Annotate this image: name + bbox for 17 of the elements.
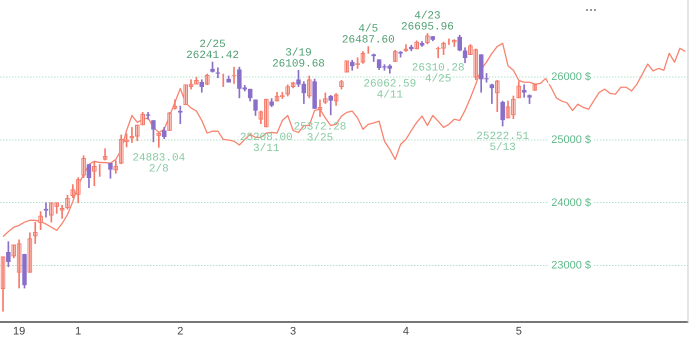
annotation: 2/25 26241.42 bbox=[186, 39, 239, 62]
y-tick-label: 26000 $ bbox=[551, 71, 591, 84]
annotation: 25222.51 5/13 bbox=[476, 131, 530, 154]
x-tick-label: 3 bbox=[290, 326, 296, 338]
x-tick-label: 19 bbox=[12, 326, 26, 338]
x-tick-label: 2 bbox=[177, 326, 184, 338]
x-tick-label: 1 bbox=[75, 326, 82, 338]
annotation: 26062.59 4/11 bbox=[363, 78, 416, 102]
x-tick-label: 4 bbox=[402, 326, 410, 338]
y-tick-label: 24000 $ bbox=[551, 196, 591, 209]
y-tick-label: 23000 $ bbox=[551, 260, 591, 272]
y-tick-label: 25000 $ bbox=[551, 134, 591, 146]
annotation: 4/23 26695.96 bbox=[401, 10, 454, 34]
annotation: 24883.04 2/8 bbox=[132, 152, 186, 176]
x-tick-label: 5 bbox=[516, 326, 522, 338]
annotation: 3/19 26109.68 bbox=[272, 47, 325, 70]
annotation: 4/5 26487.60 bbox=[342, 24, 395, 47]
